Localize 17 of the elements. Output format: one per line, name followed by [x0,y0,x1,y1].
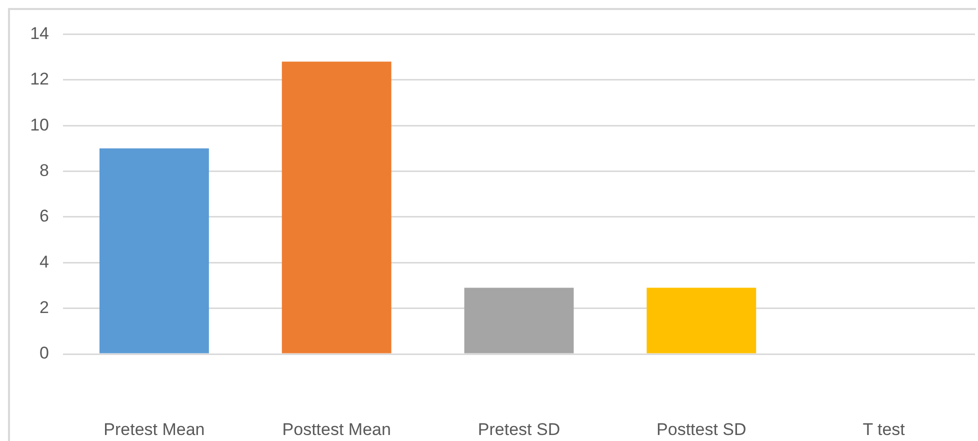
y-tick-label: 8 [40,160,49,180]
y-tick-label: 14 [30,24,49,43]
bar [99,148,209,354]
x-tick-label: Pretest SD [478,420,560,439]
bar [646,288,756,354]
bar [464,288,574,354]
x-tick-label: Posttest SD [656,420,746,439]
y-tick-label: 10 [30,115,49,134]
x-tick-label: Posttest Mean [282,420,391,439]
x-tick-label: T test [862,420,906,439]
y-tick-label: 2 [40,298,49,317]
x-tick-label: Pretest Mean [104,420,205,439]
y-tick-label: 0 [40,344,49,363]
y-tick-label: 6 [40,206,49,226]
bar [282,62,392,354]
y-tick-label: 12 [30,70,49,89]
y-tick-label: 4 [40,252,49,272]
